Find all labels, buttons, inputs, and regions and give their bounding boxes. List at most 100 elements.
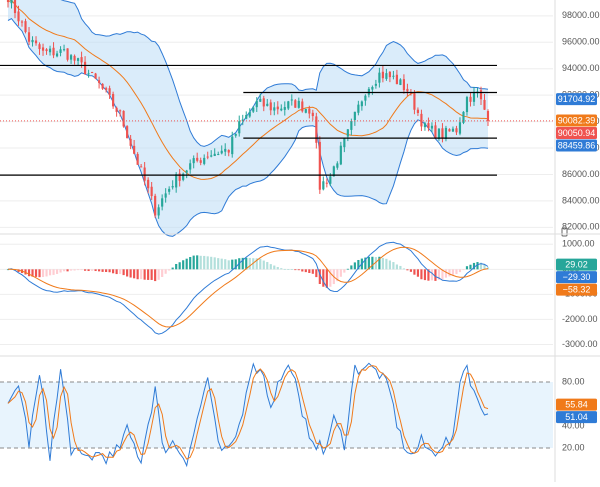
candle[interactable] [273, 102, 276, 116]
candle[interactable] [374, 79, 377, 89]
candle[interactable] [308, 105, 311, 119]
candle[interactable] [168, 186, 171, 195]
candle[interactable] [241, 114, 244, 126]
candle[interactable] [203, 154, 206, 166]
candle[interactable] [231, 131, 234, 158]
candle[interactable] [325, 178, 328, 188]
candle[interactable] [392, 70, 395, 80]
candle[interactable] [420, 109, 423, 132]
candle[interactable] [322, 176, 325, 191]
candle[interactable] [136, 152, 139, 165]
candle[interactable] [413, 90, 416, 115]
candle[interactable] [112, 91, 115, 109]
candle[interactable] [178, 169, 181, 187]
stochastic-panel[interactable] [0, 362, 553, 468]
candle[interactable] [234, 133, 237, 138]
candle[interactable] [343, 137, 346, 153]
candle[interactable] [427, 117, 430, 132]
candle[interactable] [76, 57, 80, 66]
candle[interactable] [301, 98, 304, 113]
candle[interactable] [486, 109, 490, 127]
price-panel[interactable] [0, 0, 553, 237]
candle[interactable] [147, 177, 150, 194]
candle[interactable] [385, 68, 388, 81]
candle[interactable] [171, 180, 174, 190]
candle[interactable] [287, 100, 290, 111]
candle[interactable] [395, 69, 398, 85]
candle[interactable] [157, 204, 160, 219]
candle[interactable] [346, 129, 349, 142]
candle[interactable] [339, 141, 342, 166]
candle[interactable] [52, 42, 55, 59]
candle[interactable] [6, 0, 10, 8]
candle[interactable] [161, 194, 164, 211]
candle[interactable] [416, 107, 420, 116]
candle[interactable] [441, 123, 444, 143]
candle[interactable] [143, 162, 146, 186]
candle[interactable] [105, 86, 108, 93]
candle[interactable] [318, 136, 321, 194]
candle[interactable] [13, 0, 17, 19]
candle[interactable] [98, 76, 101, 89]
candle[interactable] [91, 71, 94, 74]
candle[interactable] [266, 99, 269, 107]
candle[interactable] [122, 110, 125, 128]
candle[interactable] [185, 169, 188, 179]
candle[interactable] [448, 128, 451, 132]
candle[interactable] [115, 106, 118, 117]
candle[interactable] [304, 108, 307, 114]
candle[interactable] [248, 108, 251, 118]
candle[interactable] [458, 117, 462, 136]
candle[interactable] [45, 48, 48, 55]
candle[interactable] [364, 94, 367, 106]
candle[interactable] [451, 126, 455, 133]
candle[interactable] [62, 44, 66, 52]
candle[interactable] [423, 121, 427, 131]
candle[interactable] [196, 152, 199, 163]
candle[interactable] [189, 159, 192, 174]
candle[interactable] [357, 100, 360, 116]
candle[interactable] [336, 161, 339, 170]
candle[interactable] [41, 43, 45, 56]
candle[interactable] [371, 85, 374, 95]
candle[interactable] [252, 106, 255, 113]
candle[interactable] [10, 0, 13, 9]
candle[interactable] [227, 149, 230, 157]
candle[interactable] [311, 109, 314, 121]
candle[interactable] [360, 100, 363, 111]
macd-panel[interactable] [0, 241, 553, 345]
candle[interactable] [479, 86, 483, 105]
candle[interactable] [455, 125, 458, 136]
candle[interactable] [402, 74, 405, 94]
candle[interactable] [133, 139, 136, 155]
candle[interactable] [238, 115, 241, 137]
price-axis[interactable]: 98000.0096000.0094000.0092000.0090000.00… [556, 10, 600, 452]
candle[interactable] [462, 111, 465, 125]
candle[interactable] [255, 97, 258, 112]
candle[interactable] [388, 70, 391, 83]
candle[interactable] [87, 69, 90, 78]
candle[interactable] [283, 101, 286, 116]
candle[interactable] [210, 150, 213, 158]
candle[interactable] [269, 99, 272, 116]
candle[interactable] [245, 111, 248, 120]
candle[interactable] [206, 151, 209, 160]
candle[interactable] [38, 42, 41, 55]
candle[interactable] [290, 94, 293, 106]
candle[interactable] [192, 155, 195, 169]
candle[interactable] [48, 45, 52, 56]
candle[interactable] [434, 121, 437, 139]
candle[interactable] [199, 157, 202, 166]
candle[interactable] [430, 122, 434, 132]
candle[interactable] [483, 94, 486, 110]
candle[interactable] [55, 50, 59, 58]
candle[interactable] [66, 48, 69, 62]
candle[interactable] [73, 54, 76, 65]
candle[interactable] [101, 83, 104, 90]
candle[interactable] [108, 85, 111, 99]
candle[interactable] [472, 86, 476, 106]
candle[interactable] [465, 95, 469, 116]
candle[interactable] [224, 143, 227, 156]
